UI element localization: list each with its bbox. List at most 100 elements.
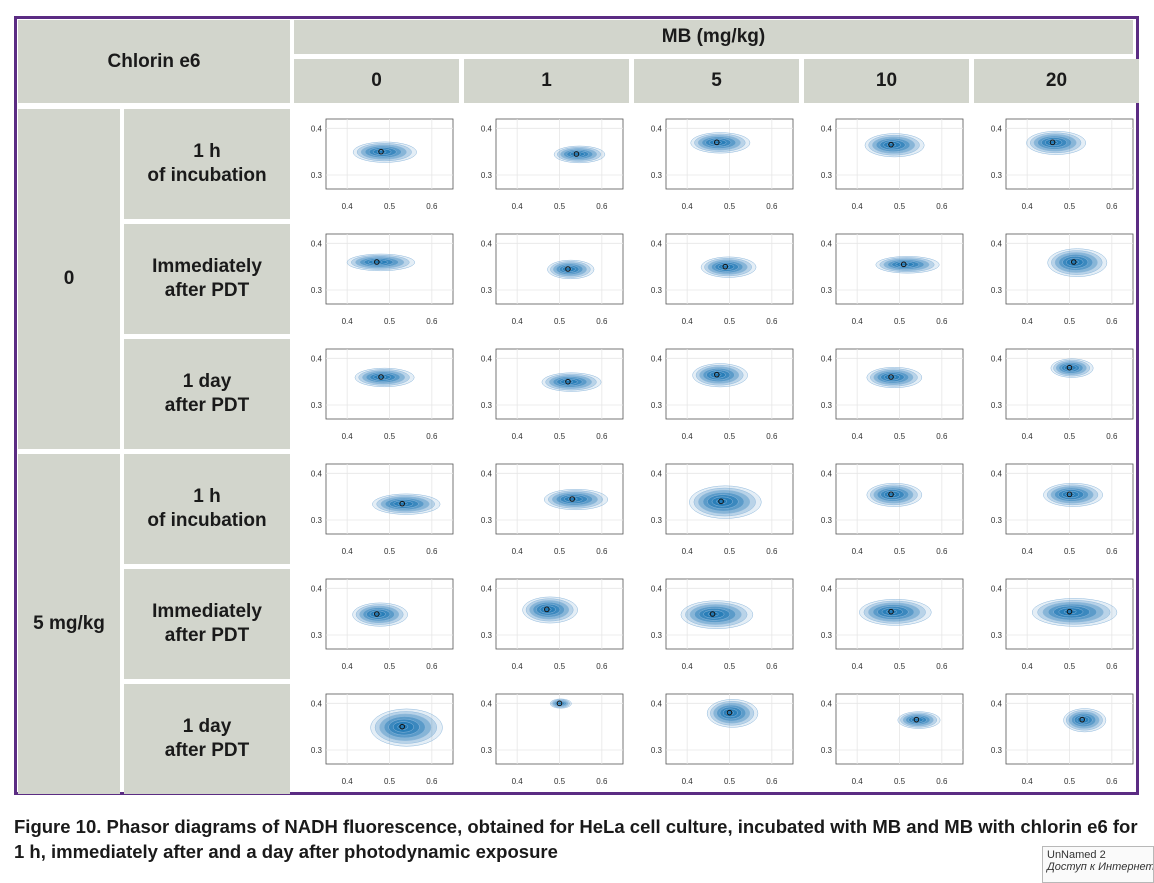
x-tick-label: 0.5 bbox=[384, 317, 396, 326]
x-tick-label: 0.5 bbox=[724, 317, 736, 326]
phasor-center-point bbox=[1066, 608, 1073, 615]
y-tick-label: 0.4 bbox=[311, 699, 323, 708]
x-tick-label: 0.5 bbox=[554, 547, 566, 556]
x-tick-label: 0.5 bbox=[894, 432, 906, 441]
y-tick-label: 0.3 bbox=[991, 746, 1003, 755]
timepoint-row-label: Immediately after PDT bbox=[124, 569, 290, 679]
phasor-center-point bbox=[399, 500, 405, 507]
y-tick-label: 0.4 bbox=[311, 354, 323, 363]
phasor-center-point bbox=[888, 608, 894, 615]
x-tick-label: 0.6 bbox=[766, 202, 778, 211]
y-tick-label: 0.4 bbox=[821, 469, 833, 478]
x-tick-label: 0.4 bbox=[682, 662, 694, 671]
phasor-center-point bbox=[888, 141, 894, 148]
y-tick-label: 0.4 bbox=[311, 469, 323, 478]
phasor-plot: 0.4 0.5 0.6 0.3 0.4 bbox=[806, 227, 966, 332]
x-tick-label: 0.6 bbox=[936, 432, 948, 441]
phasor-center-point bbox=[1049, 139, 1056, 146]
x-tick-label: 0.4 bbox=[1022, 547, 1034, 556]
timepoint-row-text: 1 h of incubation bbox=[147, 486, 267, 531]
y-tick-label: 0.4 bbox=[311, 124, 323, 133]
phasor-plot: 0.4 0.5 0.6 0.3 0.4 bbox=[636, 572, 796, 677]
x-tick-label: 0.5 bbox=[1064, 202, 1076, 211]
density-contour bbox=[707, 611, 719, 617]
chlorin-group-text: 0 bbox=[63, 268, 75, 289]
x-tick-label: 0.5 bbox=[384, 202, 396, 211]
y-tick-label: 0.4 bbox=[821, 239, 833, 248]
y-tick-label: 0.3 bbox=[991, 171, 1003, 180]
phasor-svg: 0.4 0.5 0.6 0.3 0.4 bbox=[991, 233, 1134, 326]
x-tick-label: 0.4 bbox=[1022, 432, 1034, 441]
y-tick-label: 0.4 bbox=[481, 354, 493, 363]
phasor-svg: 0.4 0.5 0.6 0.3 0.4 bbox=[311, 348, 454, 441]
x-tick-label: 0.6 bbox=[936, 547, 948, 556]
y-tick-label: 0.4 bbox=[991, 469, 1003, 478]
y-tick-label: 0.4 bbox=[991, 239, 1003, 248]
phasor-plot: 0.4 0.5 0.6 0.3 0.4 bbox=[296, 227, 456, 332]
phasor-plot: 0.4 0.5 0.6 0.3 0.4 bbox=[296, 687, 456, 792]
x-tick-label: 0.4 bbox=[852, 202, 864, 211]
x-tick-label: 0.6 bbox=[766, 662, 778, 671]
y-tick-label: 0.3 bbox=[481, 286, 493, 295]
phasor-center-point bbox=[565, 266, 571, 272]
phasor-plot: 0.4 0.5 0.6 0.3 0.4 bbox=[636, 457, 796, 562]
y-tick-label: 0.3 bbox=[481, 516, 493, 525]
x-tick-label: 0.5 bbox=[894, 662, 906, 671]
phasor-plot: 0.4 0.5 0.6 0.3 0.4 bbox=[806, 687, 966, 792]
mb-column-header: 20 bbox=[974, 59, 1139, 103]
x-tick-label: 0.4 bbox=[852, 547, 864, 556]
phasor-center-point bbox=[888, 374, 894, 380]
y-tick-label: 0.4 bbox=[821, 354, 833, 363]
phasor-svg: 0.4 0.5 0.6 0.3 0.4 bbox=[651, 463, 794, 556]
timepoint-row-text: 1 h of incubation bbox=[147, 141, 267, 186]
phasor-plot: 0.4 0.5 0.6 0.3 0.4 bbox=[636, 112, 796, 217]
phasor-plot: 0.4 0.5 0.6 0.3 0.4 bbox=[806, 457, 966, 562]
timepoint-row-label: 1 h of incubation bbox=[124, 454, 290, 564]
phasor-svg: 0.4 0.5 0.6 0.3 0.4 bbox=[821, 233, 964, 326]
mb-column-label: 10 bbox=[875, 70, 898, 91]
phasor-plot: 0.4 0.5 0.6 0.3 0.4 bbox=[466, 342, 626, 447]
timepoint-row-text: Immediately after PDT bbox=[152, 256, 262, 301]
phasor-plot: 0.4 0.5 0.6 0.3 0.4 bbox=[976, 687, 1136, 792]
x-tick-label: 0.6 bbox=[596, 317, 608, 326]
x-tick-label: 0.5 bbox=[554, 662, 566, 671]
phasor-center-point bbox=[569, 496, 575, 502]
phasor-plot: 0.4 0.5 0.6 0.3 0.4 bbox=[976, 227, 1136, 332]
phasor-plot: 0.4 0.5 0.6 0.3 0.4 bbox=[636, 687, 796, 792]
phasor-center-point bbox=[722, 263, 729, 270]
phasor-svg: 0.4 0.5 0.6 0.3 0.4 bbox=[481, 463, 624, 556]
x-tick-label: 0.5 bbox=[724, 662, 736, 671]
y-tick-label: 0.4 bbox=[651, 584, 663, 593]
x-tick-label: 0.5 bbox=[894, 317, 906, 326]
x-tick-label: 0.6 bbox=[1106, 547, 1118, 556]
phasor-center-point bbox=[714, 371, 720, 378]
x-tick-label: 0.4 bbox=[512, 202, 524, 211]
y-tick-label: 0.4 bbox=[651, 469, 663, 478]
phasor-plot: 0.4 0.5 0.6 0.3 0.4 bbox=[806, 112, 966, 217]
phasor-svg: 0.4 0.5 0.6 0.3 0.4 bbox=[821, 578, 964, 671]
x-tick-label: 0.5 bbox=[384, 432, 396, 441]
phasor-svg: 0.4 0.5 0.6 0.3 0.4 bbox=[991, 693, 1134, 786]
phasor-center-point bbox=[573, 151, 580, 157]
phasor-center-point bbox=[718, 498, 724, 505]
phasor-svg: 0.4 0.5 0.6 0.3 0.4 bbox=[481, 348, 624, 441]
timepoint-row-label: Immediately after PDT bbox=[124, 224, 290, 334]
x-tick-label: 0.4 bbox=[852, 662, 864, 671]
y-tick-label: 0.3 bbox=[651, 286, 663, 295]
phasor-svg: 0.4 0.5 0.6 0.3 0.4 bbox=[821, 118, 964, 211]
x-tick-label: 0.6 bbox=[766, 777, 778, 786]
y-tick-label: 0.4 bbox=[991, 124, 1003, 133]
y-tick-label: 0.3 bbox=[651, 171, 663, 180]
phasor-plot: 0.4 0.5 0.6 0.3 0.4 bbox=[466, 227, 626, 332]
x-tick-label: 0.4 bbox=[852, 317, 864, 326]
phasor-center-point bbox=[544, 606, 550, 613]
x-tick-label: 0.4 bbox=[512, 777, 524, 786]
x-tick-label: 0.5 bbox=[894, 547, 906, 556]
x-tick-label: 0.6 bbox=[426, 547, 438, 556]
x-tick-label: 0.6 bbox=[766, 317, 778, 326]
phasor-center-point bbox=[714, 139, 720, 146]
y-tick-label: 0.3 bbox=[991, 286, 1003, 295]
timepoint-row-text: Immediately after PDT bbox=[152, 601, 262, 646]
mb-column-header: 1 bbox=[464, 59, 629, 103]
y-tick-label: 0.4 bbox=[481, 699, 493, 708]
